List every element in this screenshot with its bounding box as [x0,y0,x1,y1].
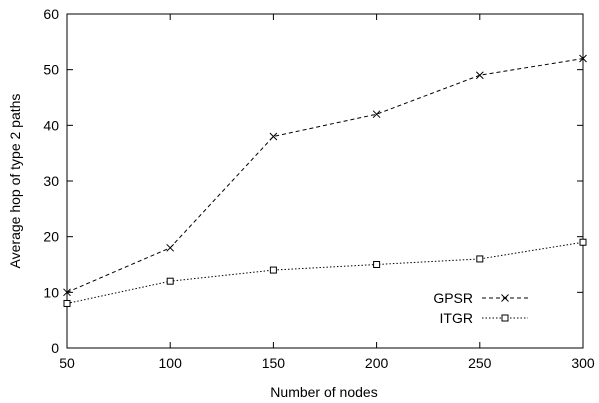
y-tick-label: 0 [51,340,59,356]
y-tick-label: 20 [43,229,59,245]
y-tick-label: 60 [43,6,59,22]
data-point [166,277,174,285]
series-line [66,58,584,293]
y-tick-label: 50 [43,62,59,78]
legend: GPSR ITGR [433,290,528,326]
x-tick-label: 250 [468,355,492,371]
data-point [63,299,71,307]
legend-label: GPSR [433,290,473,306]
x-tick-label: 50 [59,355,75,371]
x-tick-label: 100 [159,355,183,371]
x-tick-label: 200 [365,355,389,371]
y-tick-label: 30 [43,173,59,189]
data-point [579,54,587,63]
series-gpsr [63,54,587,297]
axis-ticks: 50 100 150 200 250 300 0 10 20 30 40 50 60 [43,6,594,371]
series-line [66,241,584,304]
series-layer [63,54,587,307]
data-point [63,288,71,297]
legend-label: ITGR [440,310,473,326]
data-point [269,266,277,274]
data-point [373,261,381,268]
x-tick-label: 300 [571,355,595,371]
legend-marker [501,314,509,322]
data-point [372,110,381,119]
y-axis-label: Average hop of type 2 paths [7,94,23,269]
x-tick-label: 150 [262,355,286,371]
y-tick-label: 40 [43,117,59,133]
y-tick-label: 10 [43,284,59,300]
x-axis-label: Number of nodes [270,384,377,400]
data-point [476,255,484,263]
data-point [475,71,484,80]
legend-marker [501,294,509,302]
data-point [269,132,278,141]
data-point [166,243,175,252]
data-point [579,238,587,246]
series-itgr [63,238,587,307]
